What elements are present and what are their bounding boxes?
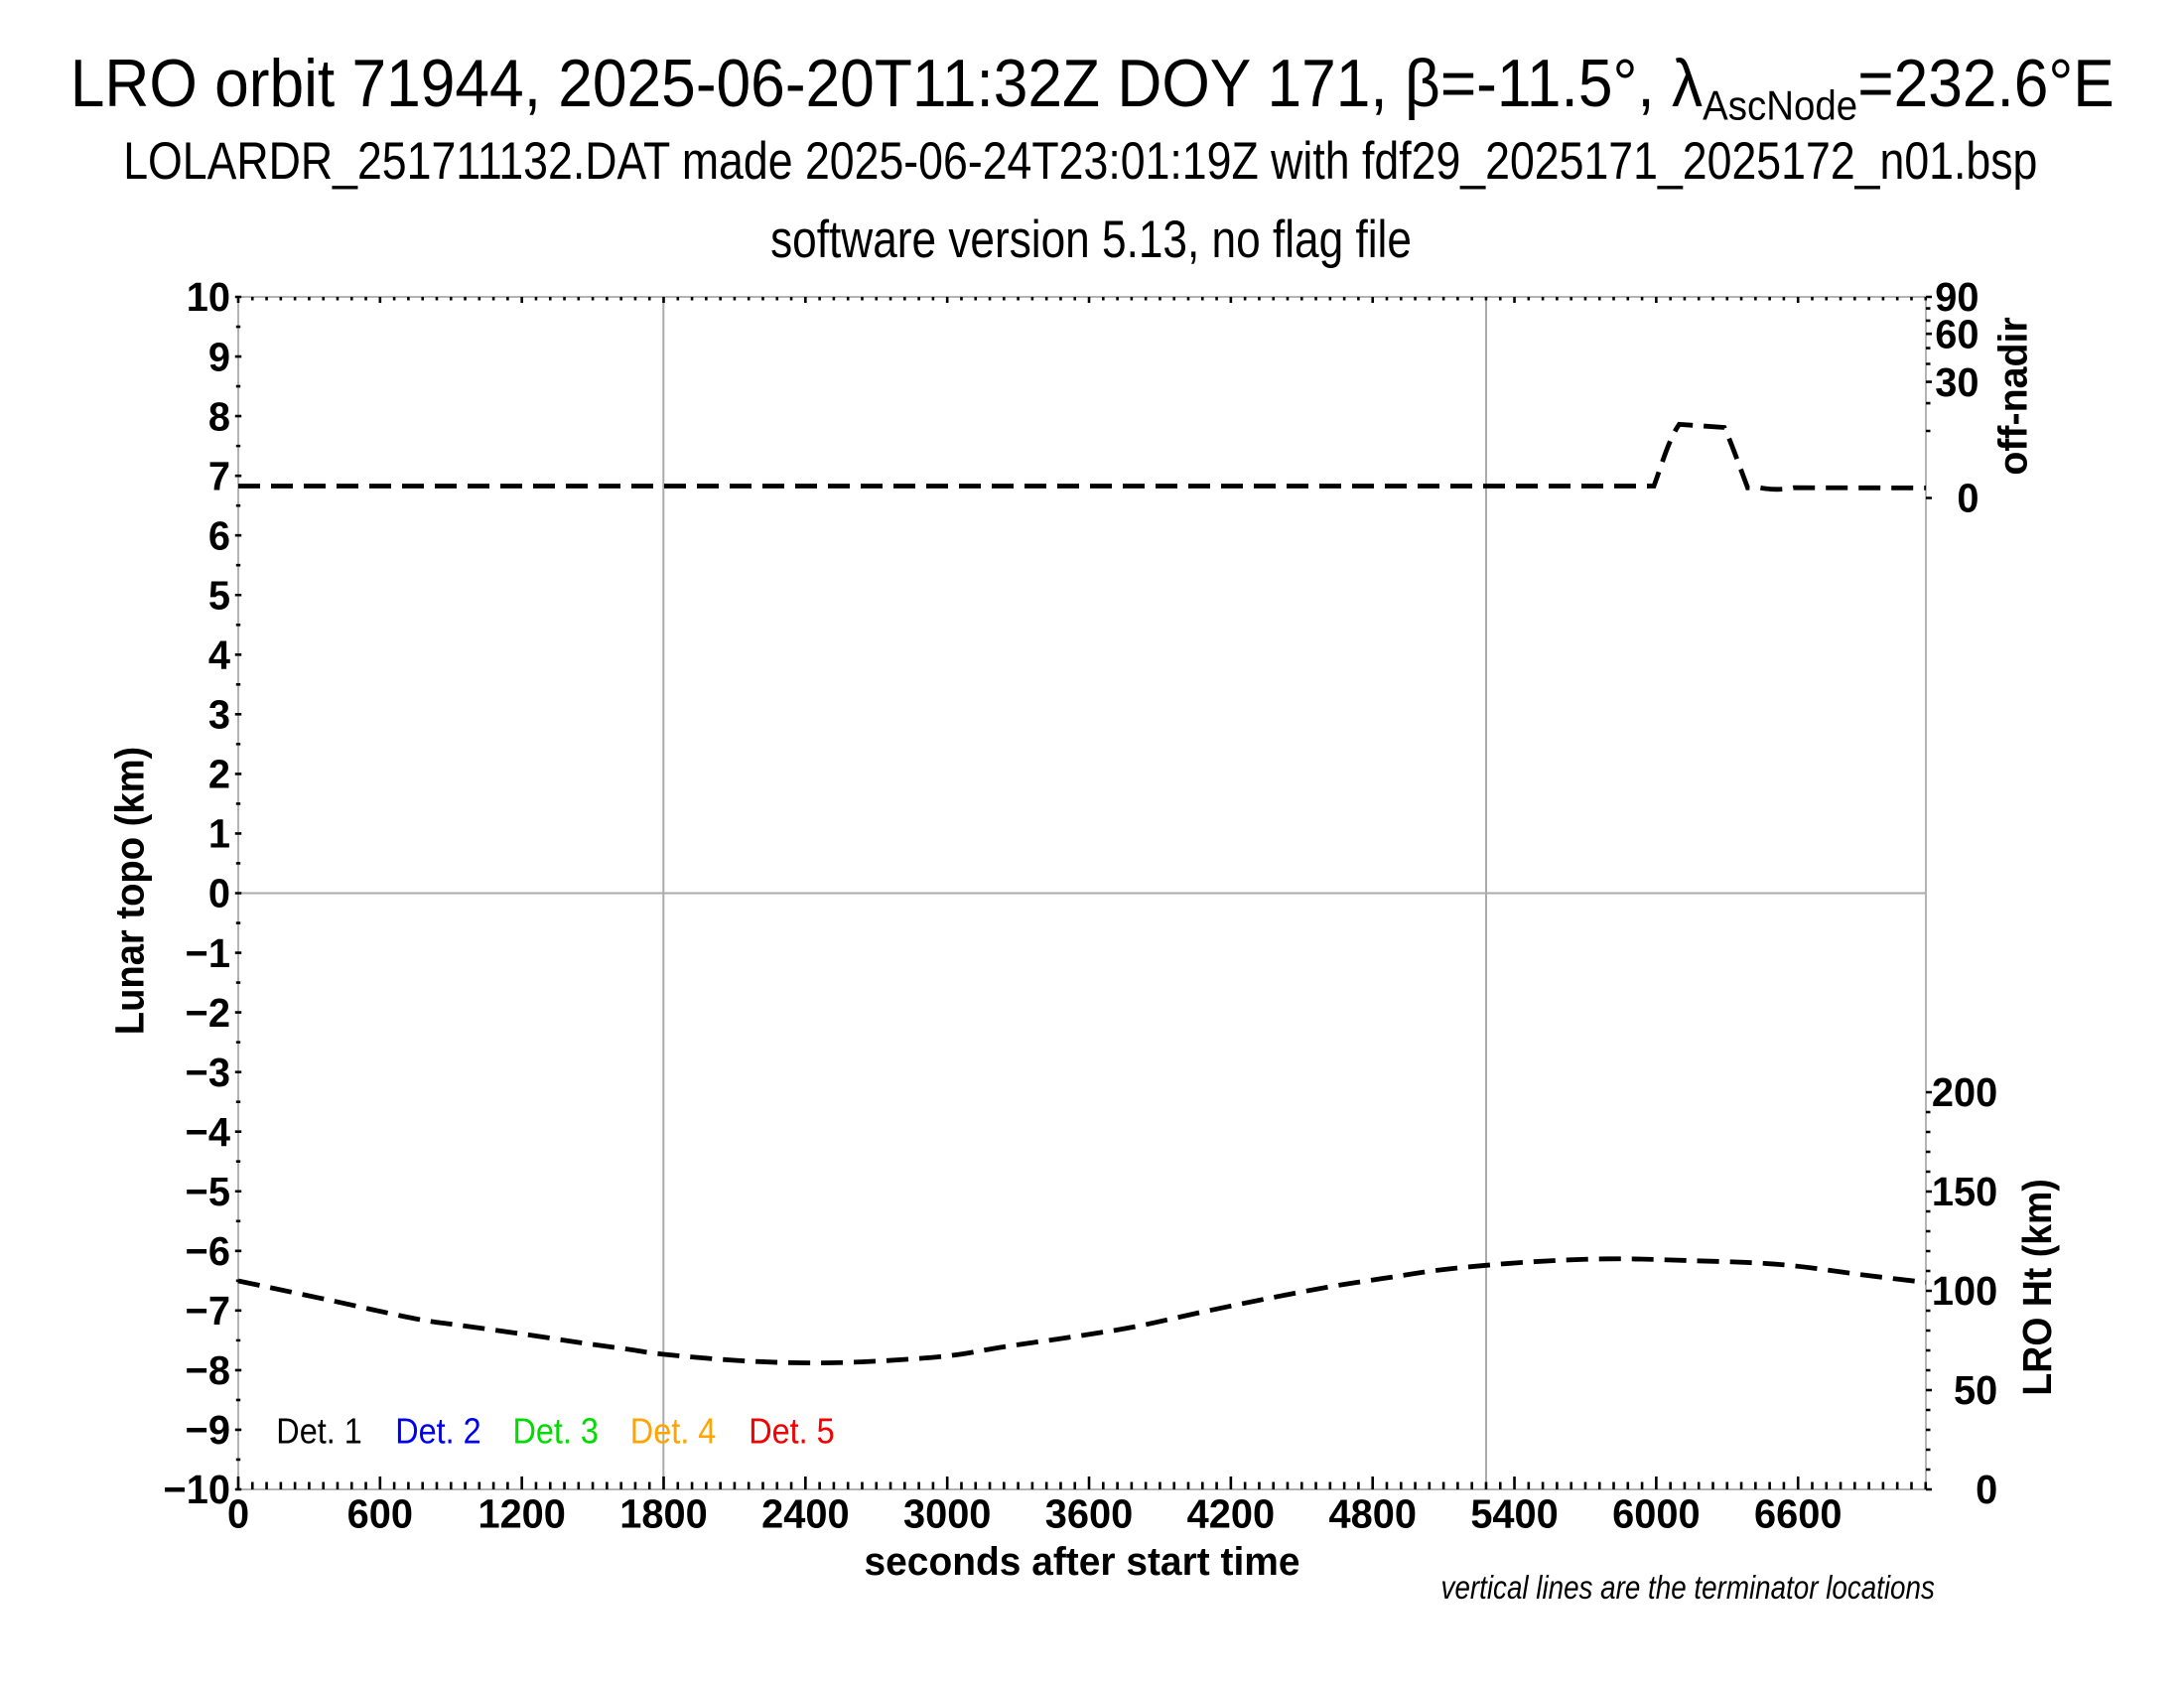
svg-text:1: 1	[208, 810, 230, 857]
svg-text:150: 150	[1932, 1169, 1997, 1215]
svg-text:Det. 2: Det. 2	[395, 1412, 480, 1452]
svg-text:1200: 1200	[478, 1490, 565, 1537]
svg-text:Det. 1: Det. 1	[276, 1412, 361, 1452]
svg-text:4800: 4800	[1328, 1490, 1416, 1537]
svg-text:10: 10	[187, 274, 230, 321]
svg-text:off-nadir: off-nadir	[1990, 317, 2036, 476]
svg-text:3: 3	[208, 691, 230, 738]
svg-text:4: 4	[208, 632, 231, 678]
svg-text:0: 0	[1957, 475, 1979, 521]
svg-text:−1: −1	[186, 929, 230, 976]
svg-text:Det. 5: Det. 5	[749, 1412, 834, 1452]
svg-text:−5: −5	[186, 1168, 230, 1214]
svg-text:−10: −10	[164, 1467, 230, 1513]
svg-text:Det. 4: Det. 4	[630, 1412, 716, 1452]
svg-text:LRO Ht (km): LRO Ht (km)	[2014, 1179, 2060, 1395]
svg-text:Lunar topo (km): Lunar topo (km)	[107, 747, 153, 1035]
svg-text:6600: 6600	[1754, 1490, 1842, 1537]
svg-text:seconds after start time: seconds after start time	[865, 1540, 1300, 1585]
svg-text:0: 0	[1976, 1467, 1997, 1513]
svg-text:90: 90	[1935, 274, 1979, 321]
svg-text:3000: 3000	[903, 1490, 991, 1537]
svg-text:8: 8	[208, 393, 230, 440]
svg-text:vertical lines are the termina: vertical lines are the terminator locati…	[1441, 1570, 1935, 1607]
svg-text:4200: 4200	[1187, 1490, 1275, 1537]
svg-text:100: 100	[1932, 1268, 1997, 1315]
svg-text:−9: −9	[186, 1407, 230, 1454]
svg-text:−7: −7	[186, 1287, 230, 1334]
svg-text:2400: 2400	[761, 1490, 849, 1537]
svg-text:−2: −2	[186, 989, 230, 1036]
svg-text:2: 2	[208, 751, 230, 797]
svg-text:−4: −4	[186, 1108, 231, 1155]
svg-text:600: 600	[347, 1490, 413, 1537]
svg-text:9: 9	[208, 334, 230, 380]
svg-text:3600: 3600	[1045, 1490, 1133, 1537]
svg-text:7: 7	[208, 453, 230, 499]
svg-text:1800: 1800	[619, 1490, 707, 1537]
svg-text:200: 200	[1932, 1069, 1997, 1116]
svg-text:0: 0	[227, 1490, 249, 1537]
svg-text:software version 5.13, no flag: software version 5.13, no flag file	[770, 211, 1412, 269]
svg-text:50: 50	[1954, 1367, 1997, 1414]
svg-text:−8: −8	[186, 1347, 230, 1394]
svg-text:−6: −6	[186, 1227, 230, 1274]
svg-text:5400: 5400	[1470, 1490, 1558, 1537]
svg-text:30: 30	[1935, 358, 1979, 405]
svg-text:5: 5	[208, 572, 230, 619]
svg-text:LOLARDR_251711132.DAT made 202: LOLARDR_251711132.DAT made 2025-06-24T23…	[123, 132, 2037, 190]
svg-text:6: 6	[208, 512, 230, 559]
svg-text:0: 0	[208, 870, 230, 916]
svg-text:−3: −3	[186, 1049, 230, 1095]
svg-text:6000: 6000	[1612, 1490, 1700, 1537]
svg-text:Det. 3: Det. 3	[513, 1412, 599, 1452]
svg-text:60: 60	[1935, 311, 1979, 357]
